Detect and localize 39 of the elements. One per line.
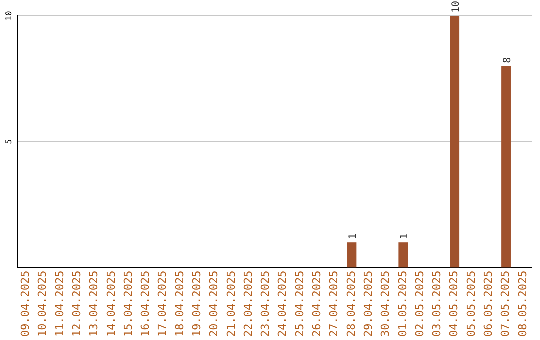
x-tick-label: 17.04.2025 [156, 270, 170, 338]
x-tick-label: 30.04.2025 [379, 270, 392, 338]
x-tick-label: 05.05.2025 [464, 270, 478, 338]
x-tick-label: 21.04.2025 [224, 270, 238, 338]
y-tick-label: 5 [4, 139, 14, 144]
x-tick-label: 24.04.2025 [276, 270, 290, 338]
x-tick-label: 16.04.2025 [139, 270, 152, 338]
data-label: 1 [399, 234, 410, 240]
x-tick-label: 03.05.2025 [430, 270, 444, 338]
x-tick-label: 19.04.2025 [190, 270, 204, 338]
data-label: 10 [450, 0, 462, 13]
bar [450, 16, 460, 268]
x-tick-label: 20.04.2025 [208, 270, 221, 338]
x-tick-label: 07.05.2025 [499, 270, 512, 338]
x-tick-label: 11.04.2025 [53, 270, 66, 338]
data-label: 8 [502, 57, 514, 64]
x-tick-label: 02.05.2025 [413, 270, 426, 338]
x-tick-label: 04.05.2025 [448, 270, 461, 338]
bar [502, 66, 511, 268]
x-tick-label: 06.05.2025 [482, 270, 495, 338]
data-label: 1 [348, 234, 359, 240]
bar [347, 242, 357, 268]
x-tick-label: 01.05.2025 [396, 270, 410, 338]
x-tick-label: 14.04.2025 [104, 270, 118, 338]
x-tick-label: 26.04.2025 [310, 270, 324, 338]
x-tick-label: 18.04.2025 [173, 270, 186, 338]
x-tick-label: 25.04.2025 [293, 270, 306, 338]
x-tick-label: 28.04.2025 [344, 270, 358, 338]
x-tick-label: 09.04.2025 [19, 270, 32, 338]
x-tick-label: 10.04.2025 [36, 270, 50, 338]
x-tick-label: 22.04.2025 [242, 270, 255, 338]
x-tick-label: 08.05.2025 [516, 270, 530, 338]
x-tick-label: 15.04.2025 [122, 270, 135, 338]
x-tick-label: 12.04.2025 [70, 270, 84, 338]
x-tick-label: 27.04.2025 [328, 270, 341, 338]
x-tick-label: 13.04.2025 [88, 270, 101, 338]
bar [398, 242, 408, 268]
x-tick-label: 29.04.2025 [362, 270, 375, 338]
x-tick-label: 23.04.2025 [259, 270, 272, 338]
